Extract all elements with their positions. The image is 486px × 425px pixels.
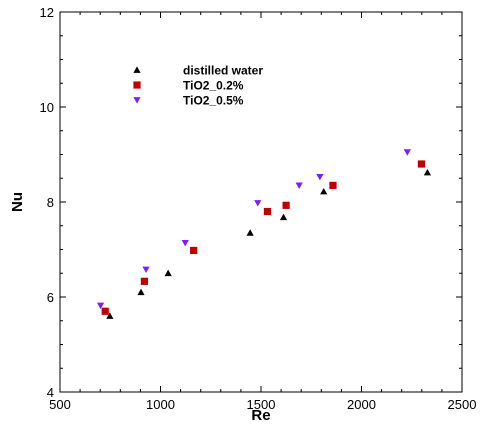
data-point [101, 307, 109, 315]
series-0 [106, 168, 432, 319]
data-point [137, 288, 145, 296]
x-tick-label: 1000 [146, 397, 175, 412]
legend-marker [133, 97, 141, 104]
data-point [263, 207, 272, 216]
data-point [142, 266, 150, 274]
y-tick-label: 10 [40, 100, 54, 115]
legend-label: TiO2_0.2% [183, 79, 244, 93]
data-point [403, 149, 411, 156]
legend-marker [133, 81, 141, 89]
x-tick-label: 2000 [347, 397, 376, 412]
data-point [164, 269, 172, 277]
data-point [423, 168, 432, 176]
data-point [254, 200, 262, 207]
x-tick-label: 500 [49, 397, 71, 412]
legend-marker [133, 66, 141, 73]
data-point [181, 239, 189, 247]
data-point [246, 229, 254, 236]
data-point [329, 181, 337, 189]
data-points-group [97, 149, 432, 319]
data-point [320, 187, 328, 195]
data-point [106, 312, 114, 319]
ticks-group: 500 1000 1500 2000 2500 4 6 8 10 12 [40, 5, 477, 412]
x-tick-label: 1500 [247, 397, 276, 412]
y-tick-label: 12 [40, 5, 54, 20]
x-axis-title: Re [251, 407, 270, 424]
data-point [316, 173, 324, 181]
series-1 [101, 160, 425, 315]
data-point [190, 246, 198, 255]
legend-label: distilled water [183, 64, 263, 78]
y-tick-label: 8 [47, 195, 54, 210]
y-tick-label: 4 [47, 385, 54, 400]
legend-label: TiO2_0.5% [183, 94, 244, 108]
data-point [282, 201, 290, 209]
data-point [140, 277, 149, 285]
y-axis-title: Nu [9, 192, 26, 212]
data-point [97, 302, 105, 310]
y-tick-label: 6 [47, 290, 54, 305]
data-point [295, 182, 303, 189]
series-2 [97, 149, 411, 310]
x-tick-label: 2500 [448, 397, 477, 412]
data-point [417, 160, 425, 168]
data-point [279, 213, 288, 221]
